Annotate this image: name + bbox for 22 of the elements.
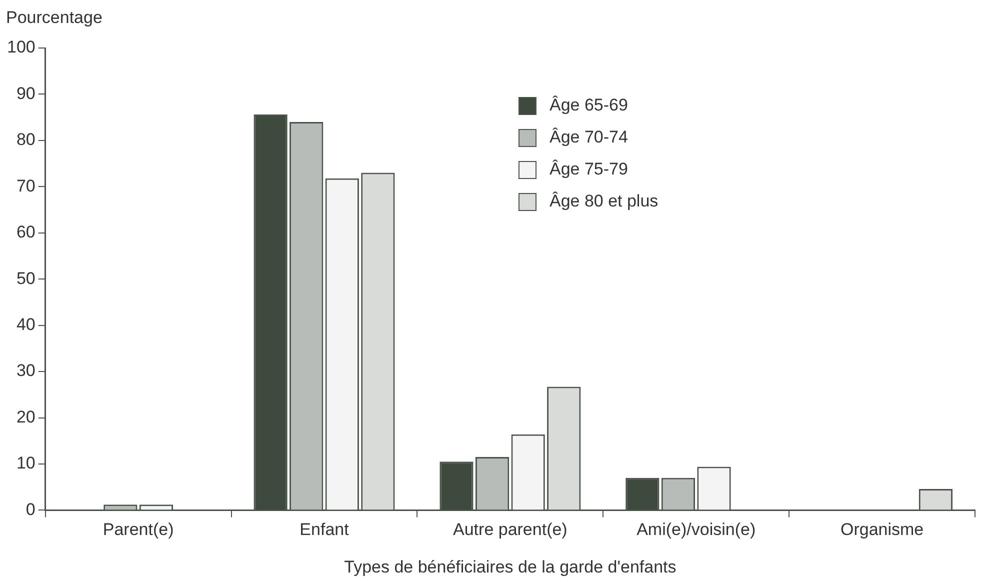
x-tick-label: Ami(e)/voisin(e): [636, 520, 756, 540]
legend-label: Âge 65-69: [549, 96, 628, 115]
y-tick-label: 0: [26, 500, 36, 519]
y-tick-label: 50: [16, 268, 36, 288]
y-tick-label: 10: [16, 454, 36, 473]
legend-label: Âge 75-79: [549, 160, 628, 179]
y-tick-label: 20: [16, 407, 36, 426]
y-tick-label: 70: [16, 176, 36, 196]
x-tick-label: Autre parent(e): [453, 520, 568, 540]
y-tick-label: 80: [16, 130, 36, 150]
y-axis-title: Pourcentage: [6, 8, 102, 28]
x-tick-label: Enfant: [300, 520, 350, 540]
y-tick-label: 40: [16, 315, 36, 334]
x-axis-title: Types de bénéficiaires de la garde d'enfants: [344, 557, 676, 576]
legend-label: Âge 80 et plus: [549, 192, 658, 211]
y-tick-label: 30: [16, 361, 36, 380]
x-tick-label: Organisme: [840, 520, 924, 540]
x-tick-label: Parent(e): [102, 520, 174, 540]
y-tick-label: 60: [16, 222, 36, 242]
legend-label: Âge 70-74: [549, 128, 628, 147]
y-tick-label: 90: [16, 84, 36, 103]
y-tick-label: 100: [6, 38, 36, 57]
